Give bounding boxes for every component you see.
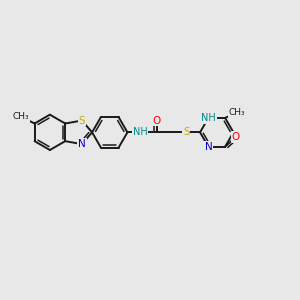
Text: O: O — [232, 132, 240, 142]
Text: S: S — [79, 116, 85, 126]
Text: NH: NH — [201, 113, 216, 123]
Text: O: O — [153, 116, 161, 126]
Text: N: N — [78, 139, 86, 149]
Text: N: N — [205, 142, 212, 152]
Text: CH₃: CH₃ — [229, 109, 245, 118]
Text: S: S — [183, 127, 190, 137]
Text: NH: NH — [133, 127, 148, 137]
Text: CH₃: CH₃ — [13, 112, 29, 121]
